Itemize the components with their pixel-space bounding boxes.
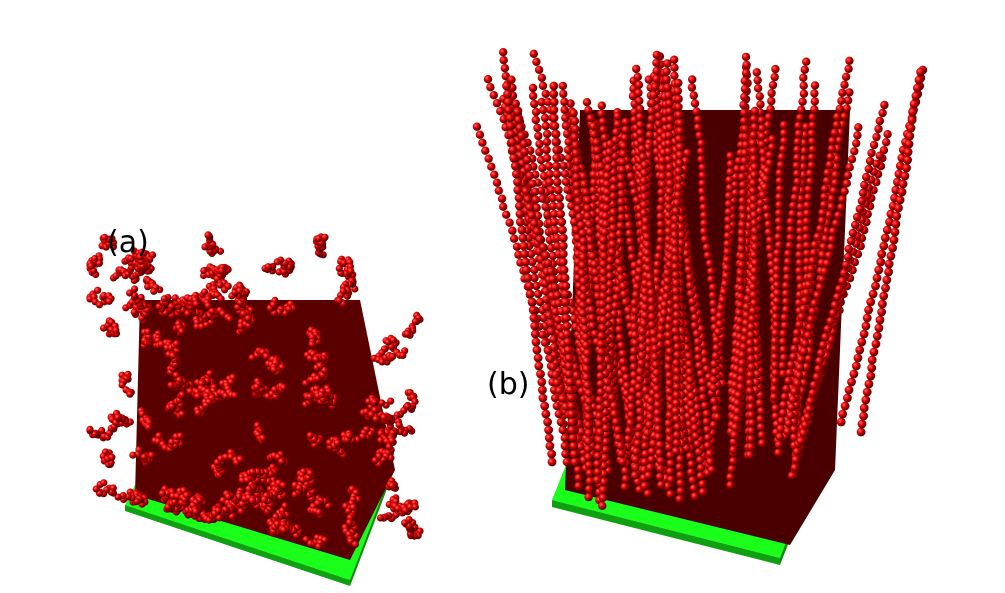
panel-label-a: (a) <box>107 225 149 260</box>
polymer-chains-a <box>86 231 424 560</box>
polymer-chains-b <box>472 48 928 545</box>
panel-label-b: (b) <box>487 367 530 402</box>
